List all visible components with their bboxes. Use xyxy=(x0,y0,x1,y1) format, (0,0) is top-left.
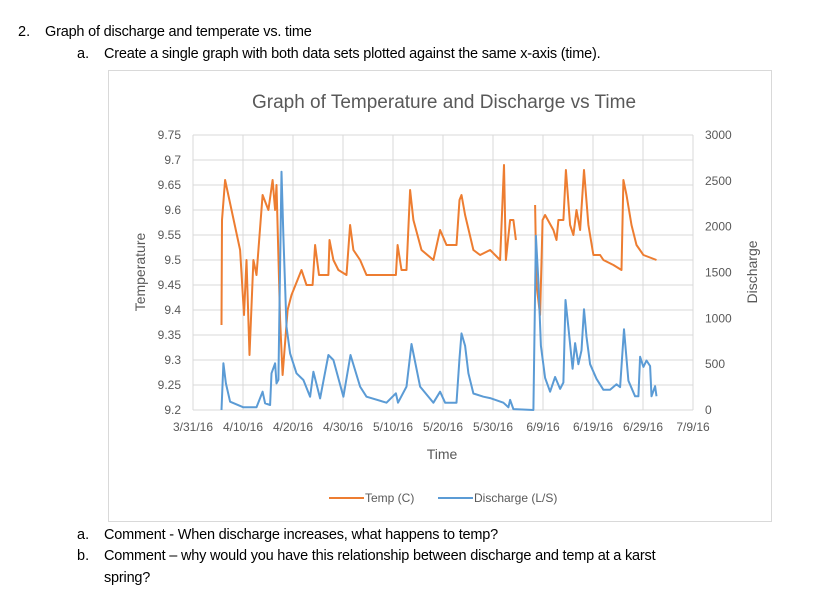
y-tick-label: 9.4 xyxy=(164,303,181,317)
x-axis-title: Time xyxy=(427,446,458,462)
y-axis-title: Temperature xyxy=(132,232,148,311)
y-tick-label: 9.2 xyxy=(164,403,181,417)
legend: Temp (C) Discharge (L/S) xyxy=(329,491,557,505)
x-tick-label: 4/30/16 xyxy=(323,420,363,434)
item-number: 2. xyxy=(18,24,31,40)
y-tick-label: 9.55 xyxy=(158,228,182,242)
x-tick-label: 4/20/16 xyxy=(273,420,313,434)
comment-a-number: a. xyxy=(77,527,90,543)
series-lines xyxy=(220,164,658,411)
chart-title: Graph of Temperature and Discharge vs Ti… xyxy=(252,92,636,113)
y2-tick-label: 1000 xyxy=(705,311,732,325)
y-tick-label: 9.45 xyxy=(158,278,182,292)
y2-tick-label: 500 xyxy=(705,357,725,371)
y2-tick-label: 0 xyxy=(705,403,712,417)
x-tick-label: 3/31/16 xyxy=(173,420,213,434)
y2-axis-ticks: 0 500 1000 1500 2000 2500 3000 xyxy=(705,128,732,417)
gridlines xyxy=(192,134,694,411)
x-tick-label: 5/10/16 xyxy=(373,420,413,434)
y-tick-label: 9.65 xyxy=(158,178,182,192)
y-tick-label: 9.5 xyxy=(164,253,181,267)
legend-label-temp: Temp (C) xyxy=(365,491,414,505)
comment-b-number: b. xyxy=(77,548,90,564)
x-tick-label: 6/19/16 xyxy=(573,420,613,434)
y-tick-label: 9.6 xyxy=(164,203,181,217)
y-tick-label: 9.3 xyxy=(164,353,181,367)
item-heading: Graph of discharge and temperate vs. tim… xyxy=(45,24,312,40)
y-axis-ticks: 9.2 9.25 9.3 9.35 9.4 9.45 9.5 9.55 9.6 9.65 9.7 9.… xyxy=(158,128,182,417)
comment-a-text: Comment - When discharge increases, what… xyxy=(104,527,498,543)
y2-tick-label: 3000 xyxy=(705,128,732,142)
y-tick-label: 9.75 xyxy=(158,128,182,142)
temperature-series-line xyxy=(220,164,657,376)
x-axis-ticks: 3/31/16 4/10/16 4/20/16 4/30/16 5/10/16 5/20/… xyxy=(173,420,710,434)
sub-item-text: Create a single graph with both data set… xyxy=(104,46,601,62)
comment-b-continuation: spring? xyxy=(104,570,151,586)
x-tick-label: 5/30/16 xyxy=(473,420,513,434)
sub-item-number: a. xyxy=(77,46,90,62)
y-tick-label: 9.7 xyxy=(164,153,181,167)
comment-b-text: Comment – why would you have this relati… xyxy=(104,548,656,564)
x-tick-label: 5/20/16 xyxy=(423,420,463,434)
x-tick-label: 6/9/16 xyxy=(526,420,560,434)
y2-tick-label: 2000 xyxy=(705,220,732,234)
legend-label-discharge: Discharge (L/S) xyxy=(474,491,557,505)
chart-frame[interactable] xyxy=(108,70,772,522)
discharge-series-line xyxy=(220,170,658,411)
y2-tick-label: 2500 xyxy=(705,174,732,188)
y-tick-label: 9.35 xyxy=(158,328,182,342)
y2-tick-label: 1500 xyxy=(705,266,732,280)
y2-axis-title: Discharge xyxy=(744,240,760,303)
x-tick-label: 7/9/16 xyxy=(676,420,710,434)
x-tick-label: 6/29/16 xyxy=(623,420,663,434)
x-tick-label: 4/10/16 xyxy=(223,420,263,434)
y-tick-label: 9.25 xyxy=(158,378,182,392)
